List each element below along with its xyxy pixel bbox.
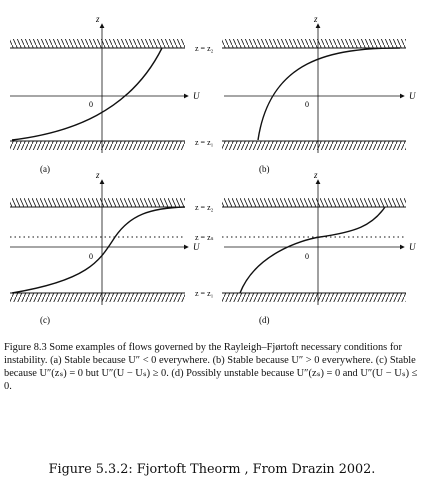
z-axis-label: z — [313, 170, 318, 180]
bottom-wall-hatch — [222, 141, 406, 150]
panel-d: z U 0 (d) — [222, 170, 416, 325]
velocity-profile — [239, 206, 386, 294]
panel-label: (d) — [259, 315, 270, 325]
figure-panels: z U 0 z = z₂ z = z₁ (a) z U 0 (b) z U 0 … — [10, 14, 416, 325]
panel-label: (a) — [40, 164, 50, 174]
z-axis-label: z — [95, 170, 100, 180]
panel-a: z U 0 z = z₂ z = z₁ (a) — [10, 14, 214, 174]
u-axis-label: U — [193, 242, 200, 252]
panel-b: z U 0 (b) — [222, 14, 416, 174]
panel-c: z U 0 z = z₂ z = zₛ z = z₁ (c) — [10, 170, 214, 325]
u-axis-label: U — [409, 91, 416, 101]
origin-label: 0 — [305, 100, 309, 109]
bottom-wall-label: z = z₁ — [195, 138, 214, 147]
panel-label: (c) — [40, 315, 50, 325]
figure-subcaption: Figure 5.3.2: Fjortoft Theorm , From Dra… — [48, 462, 376, 477]
top-wall-hatch — [222, 198, 406, 207]
velocity-profile — [11, 47, 163, 141]
top-wall-hatch — [10, 198, 185, 207]
bottom-wall-hatch — [10, 293, 185, 302]
u-axis-label: U — [409, 242, 416, 252]
top-wall-label: z = z₂ — [195, 44, 214, 53]
top-wall-label: z = z₂ — [195, 203, 214, 212]
velocity-profile — [11, 206, 186, 294]
panel-label: (b) — [259, 164, 270, 174]
top-wall-hatch — [10, 39, 185, 48]
figure-caption: Figure 8.3 Some examples of flows govern… — [4, 342, 418, 392]
bottom-wall-hatch — [222, 293, 406, 302]
origin-label: 0 — [89, 252, 93, 261]
u-axis-label: U — [193, 91, 200, 101]
top-wall-hatch — [222, 39, 406, 48]
velocity-profile — [257, 47, 401, 141]
origin-label: 0 — [89, 100, 93, 109]
z-axis-label: z — [95, 14, 100, 24]
z-axis-label: z — [313, 14, 318, 24]
bottom-wall-label: z = z₁ — [195, 289, 214, 298]
zs-label: z = zₛ — [195, 233, 214, 242]
bottom-wall-hatch — [10, 141, 185, 150]
origin-label: 0 — [305, 252, 309, 261]
